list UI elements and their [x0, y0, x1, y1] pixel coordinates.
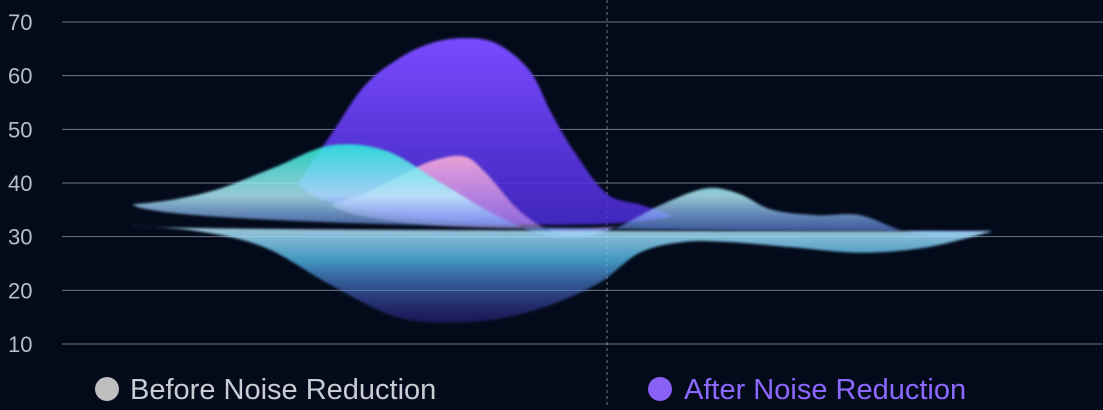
y-tick-label: 40 [8, 171, 32, 196]
legend-marker [95, 377, 119, 401]
legend-label: After Noise Reduction [684, 374, 966, 405]
plot-areas [132, 38, 993, 323]
y-tick-label: 60 [8, 64, 32, 89]
y-tick-label: 30 [8, 225, 32, 250]
legend-marker [648, 377, 672, 401]
y-tick-label: 20 [8, 278, 32, 303]
legend-label: Before Noise Reduction [130, 374, 436, 405]
legend: Before Noise Reduction After Noise Reduct… [95, 374, 966, 406]
series-area-4 [132, 225, 993, 323]
y-tick-label: 50 [8, 117, 32, 142]
series-area-3 [132, 144, 993, 238]
y-tick-label: 70 [8, 10, 32, 35]
y-axis: 70 60 50 40 30 20 10 [8, 10, 32, 357]
y-tick-label: 10 [8, 332, 32, 357]
